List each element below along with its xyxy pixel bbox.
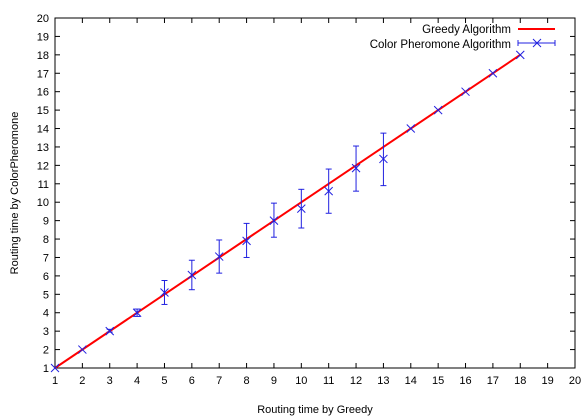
x-axis: 1 2 3 4 5 6 7 8 9 10 11 12 13 14 15 16 17 18 19 20 xyxy=(52,18,581,387)
x-tick-label: 2 xyxy=(79,375,85,387)
color-pheromone-point xyxy=(324,168,334,214)
x-tick-label: 15 xyxy=(432,375,444,387)
point-marker xyxy=(515,50,525,60)
x-tick-label: 16 xyxy=(459,375,471,387)
color-pheromone-point xyxy=(379,132,388,187)
greedy-series-line xyxy=(54,54,521,369)
y-tick-label: 14 xyxy=(37,124,49,136)
point-marker xyxy=(269,216,279,225)
x-tick-label: 6 xyxy=(189,375,195,387)
color-pheromone-point xyxy=(296,188,306,229)
x-tick-label: 12 xyxy=(350,375,362,387)
y-tick-label: 9 xyxy=(43,216,49,228)
y-tick-label: 15 xyxy=(37,105,49,117)
y-tick-label: 5 xyxy=(43,289,49,301)
x-tick-label: 3 xyxy=(107,375,113,387)
x-axis-label: Routing time by Greedy xyxy=(257,404,373,416)
legend-swatch-marker xyxy=(532,38,542,48)
point-marker xyxy=(132,308,142,318)
point-marker xyxy=(78,345,87,354)
point-marker xyxy=(242,236,251,246)
point-marker xyxy=(406,124,416,133)
x-tick-label: 11 xyxy=(323,375,334,387)
x-tick-label: 1 xyxy=(52,375,58,387)
y-tick-label: 17 xyxy=(37,68,49,80)
y-tick-label: 1 xyxy=(43,363,49,375)
x-tick-label: 5 xyxy=(161,375,167,387)
x-tick-label: 8 xyxy=(244,375,250,387)
y-tick-label: 13 xyxy=(37,142,49,154)
color-pheromone-point xyxy=(214,239,224,274)
point-marker xyxy=(351,163,361,173)
y-tick-label: 11 xyxy=(38,179,49,191)
y-tick-label: 10 xyxy=(37,197,49,209)
y-tick-label: 6 xyxy=(43,271,49,283)
y-tick-label: 20 xyxy=(37,13,49,25)
y-tick-label: 4 xyxy=(43,308,49,320)
y-tick-label: 8 xyxy=(43,234,49,246)
point-marker xyxy=(379,154,388,164)
y-tick-label: 7 xyxy=(43,252,49,264)
x-tick-label: 7 xyxy=(216,375,222,387)
x-tick-label: 20 xyxy=(569,375,581,387)
color-pheromone-point xyxy=(433,105,443,115)
legend-label-color-pheromone: Color Pheromone Algorithm xyxy=(370,39,511,51)
color-pheromone-point xyxy=(269,202,279,238)
color-pheromone-point xyxy=(50,363,60,373)
y-tick-label: 19 xyxy=(37,31,49,43)
x-tick-label: 14 xyxy=(405,375,417,387)
x-tick-label: 18 xyxy=(514,375,526,387)
point-marker xyxy=(160,288,169,297)
y-tick-label: 18 xyxy=(37,50,49,62)
y-tick-label: 12 xyxy=(37,160,49,172)
y-tick-label: 16 xyxy=(37,87,49,99)
color-pheromone-point xyxy=(488,68,498,78)
color-pheromone-point xyxy=(461,87,470,97)
color-pheromone-point xyxy=(132,308,142,318)
y-axis-label: Routing time by ColorPheromone xyxy=(9,112,21,275)
color-pheromone-point xyxy=(160,280,169,305)
point-marker xyxy=(461,87,470,97)
color-pheromone-point xyxy=(351,145,361,192)
color-pheromone-point xyxy=(187,259,197,291)
y-tick-label: 3 xyxy=(43,326,49,338)
point-marker xyxy=(488,68,498,78)
x-tick-label: 19 xyxy=(542,375,554,387)
x-tick-label: 10 xyxy=(295,375,307,387)
point-marker xyxy=(105,326,115,336)
point-marker xyxy=(50,363,60,373)
x-tick-label: 13 xyxy=(377,375,389,387)
color-pheromone-point xyxy=(515,50,525,60)
legend: Greedy Algorithm Color Pheromone Algorith… xyxy=(370,24,556,51)
color-pheromone-point xyxy=(406,124,416,133)
legend-label-greedy: Greedy Algorithm xyxy=(422,24,511,36)
point-marker xyxy=(296,204,306,214)
y-tick-label: 2 xyxy=(43,345,49,357)
x-tick-label: 4 xyxy=(134,375,140,387)
color-pheromone-point xyxy=(78,345,87,354)
x-tick-label: 17 xyxy=(487,375,499,387)
point-marker xyxy=(214,252,224,261)
series-layer xyxy=(50,50,525,373)
color-pheromone-point xyxy=(242,222,251,258)
point-marker xyxy=(324,186,334,196)
x-tick-label: 9 xyxy=(271,375,277,387)
color-pheromone-point xyxy=(105,326,115,336)
point-marker xyxy=(187,270,197,280)
point-marker xyxy=(433,105,443,115)
